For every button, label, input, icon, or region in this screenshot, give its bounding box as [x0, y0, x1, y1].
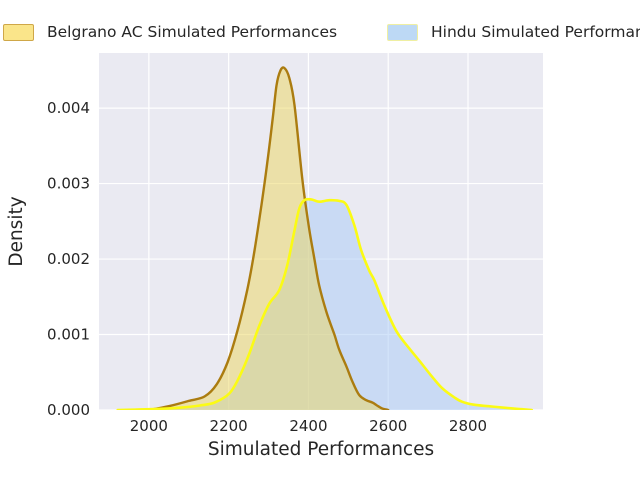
y-tick-label: 0.002	[47, 250, 90, 268]
x-tick-label: 2600	[369, 417, 407, 435]
legend-swatch-belgrano	[3, 23, 34, 41]
x-axis-label: Simulated Performances	[208, 439, 434, 460]
legend-item-belgrano: Belgrano AC Simulated Performances	[3, 23, 337, 41]
kde-line-belgrano	[147, 66, 390, 410]
x-tick-label: 2200	[210, 417, 248, 435]
y-tick-label: 0.003	[47, 175, 90, 193]
y-tick-labels: 0.000 0.001 0.002 0.003 0.004	[47, 99, 90, 419]
x-tick-label: 2400	[289, 417, 327, 435]
legend-label-belgrano: Belgrano AC Simulated Performances	[47, 23, 338, 41]
y-tick-label: 0.004	[47, 99, 90, 117]
x-tick-label: 2000	[130, 417, 168, 435]
x-tick-label: 2800	[449, 417, 487, 435]
density-curves	[116, 66, 534, 410]
legend: Belgrano AC Simulated Performances Hindu…	[0, 0, 640, 50]
y-tick-label: 0.001	[47, 326, 90, 344]
legend-swatch-hindu	[387, 23, 418, 41]
legend-label-hindu: Hindu Simulated Performances	[431, 23, 640, 41]
x-tick-labels: 2000 2200 2400 2600 2800	[130, 417, 487, 435]
kde-fill-belgrano	[148, 67, 389, 410]
y-tick-label: 0.000	[47, 401, 90, 419]
legend-item-hindu: Hindu Simulated Performances	[387, 23, 640, 41]
kde-line-hindu	[116, 197, 534, 410]
y-axis-label: Density	[6, 196, 27, 266]
